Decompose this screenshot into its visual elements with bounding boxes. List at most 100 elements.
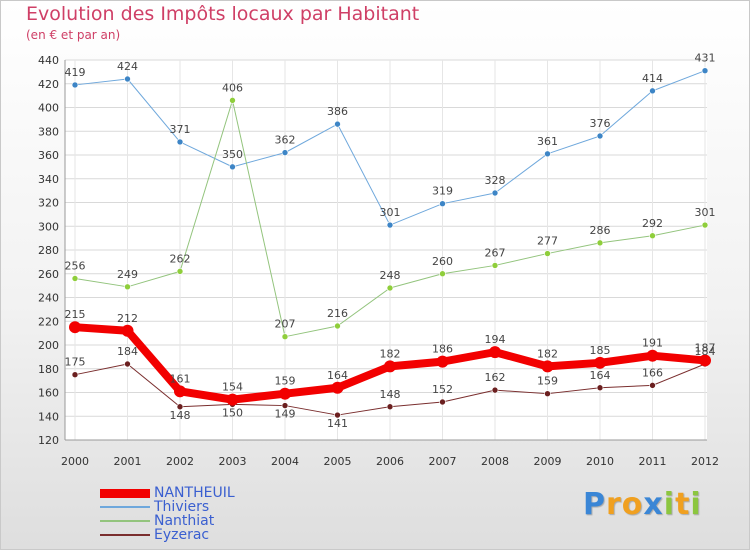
logo-letter: t (675, 487, 691, 522)
data-label: 159 (275, 375, 296, 388)
y-tick-label: 340 (38, 173, 59, 186)
data-label: 184 (117, 345, 138, 358)
logo-letter: i (690, 487, 702, 522)
data-point (174, 385, 186, 398)
data-label: 175 (65, 356, 86, 369)
data-point (384, 360, 396, 373)
x-tick-label: 2005 (324, 455, 352, 468)
data-label: 164 (590, 369, 611, 382)
x-tick-label: 2008 (481, 455, 509, 468)
data-label: 166 (642, 366, 663, 379)
data-label: 262 (170, 252, 191, 265)
x-tick-label: 2003 (219, 455, 247, 468)
y-tick-label: 300 (38, 220, 59, 233)
data-point (176, 403, 184, 411)
data-label: 419 (65, 66, 86, 79)
legend-swatch (100, 506, 150, 508)
data-label: 212 (117, 312, 138, 325)
y-tick-label: 280 (38, 244, 59, 257)
data-label: 376 (590, 117, 611, 130)
data-label: 301 (695, 206, 716, 219)
data-label: 414 (642, 72, 663, 85)
data-label: 215 (65, 308, 86, 321)
x-tick-label: 2004 (271, 455, 299, 468)
data-point (701, 67, 709, 74)
y-tick-label: 180 (38, 363, 59, 376)
data-point (124, 360, 131, 368)
x-tick-label: 2007 (429, 455, 457, 468)
data-point (596, 384, 604, 392)
data-point (69, 321, 81, 334)
data-point (541, 360, 554, 373)
data-label: 148 (170, 409, 191, 422)
data-label: 319 (432, 185, 453, 198)
data-label: 164 (327, 369, 348, 382)
data-label: 182 (537, 347, 558, 360)
legend-item-nanthiat: Nanthiat (100, 513, 300, 529)
legend-item-thiviers: Thiviers (100, 499, 300, 515)
data-label: 424 (117, 60, 138, 73)
logo-letter: i (663, 487, 676, 522)
data-point (439, 398, 446, 406)
data-label: 431 (695, 52, 716, 65)
data-point (491, 189, 499, 197)
x-tick-label: 2001 (114, 455, 142, 468)
data-point (439, 270, 446, 278)
data-label: 267 (485, 246, 506, 259)
y-tick-label: 320 (38, 197, 59, 210)
data-label: 260 (432, 255, 453, 268)
y-tick-label: 120 (38, 434, 59, 447)
data-label: 191 (642, 337, 663, 350)
data-label: 185 (590, 344, 611, 357)
proxiti-logo: Proxiti (583, 487, 702, 522)
data-point (71, 81, 79, 89)
data-label: 256 (65, 260, 86, 273)
data-label: 159 (537, 375, 558, 388)
data-point (71, 371, 79, 378)
data-point (489, 346, 501, 359)
x-tick-label: 2011 (639, 455, 667, 468)
data-label: 152 (432, 383, 453, 396)
data-label: 161 (170, 372, 191, 385)
data-label: 141 (327, 417, 348, 430)
data-point (701, 221, 709, 229)
legend-item-nantheuil: NANTHEUIL (100, 485, 300, 501)
data-label: 361 (537, 135, 558, 148)
legend-label: Eyzerac (154, 527, 210, 543)
data-point (649, 87, 656, 95)
y-tick-label: 200 (38, 339, 59, 352)
data-point (699, 354, 711, 367)
data-point (281, 149, 289, 156)
legend-swatch (100, 520, 150, 522)
y-tick-label: 260 (38, 268, 59, 281)
data-label: 328 (485, 174, 506, 187)
data-label: 406 (222, 81, 243, 94)
chart-title: Evolution des Impôts locaux par Habitant (26, 3, 420, 25)
data-label: 184 (695, 345, 716, 358)
data-label: 154 (222, 381, 243, 394)
logo-letter: o (621, 487, 644, 522)
legend-label: NANTHEUIL (154, 485, 235, 501)
x-tick-label: 2006 (376, 455, 404, 468)
data-label: 248 (380, 269, 401, 282)
data-point (124, 75, 131, 83)
x-tick-label: 2002 (166, 455, 194, 468)
data-point (544, 390, 551, 397)
data-label: 207 (275, 318, 296, 331)
x-tick-label: 2009 (534, 455, 562, 468)
data-label: 277 (537, 235, 558, 248)
x-tick-label: 2000 (61, 455, 89, 468)
data-point (544, 250, 551, 257)
data-label: 216 (327, 307, 348, 320)
y-tick-label: 240 (38, 292, 59, 305)
logo-letter: P (583, 487, 606, 522)
data-point (279, 387, 291, 400)
data-label: 249 (117, 268, 138, 281)
chart-subtitle: (en € et par an) (26, 28, 121, 42)
y-tick-label: 380 (38, 125, 59, 138)
data-point (596, 239, 604, 247)
data-point (544, 150, 551, 158)
data-label: 362 (275, 134, 296, 147)
data-point (334, 322, 341, 330)
